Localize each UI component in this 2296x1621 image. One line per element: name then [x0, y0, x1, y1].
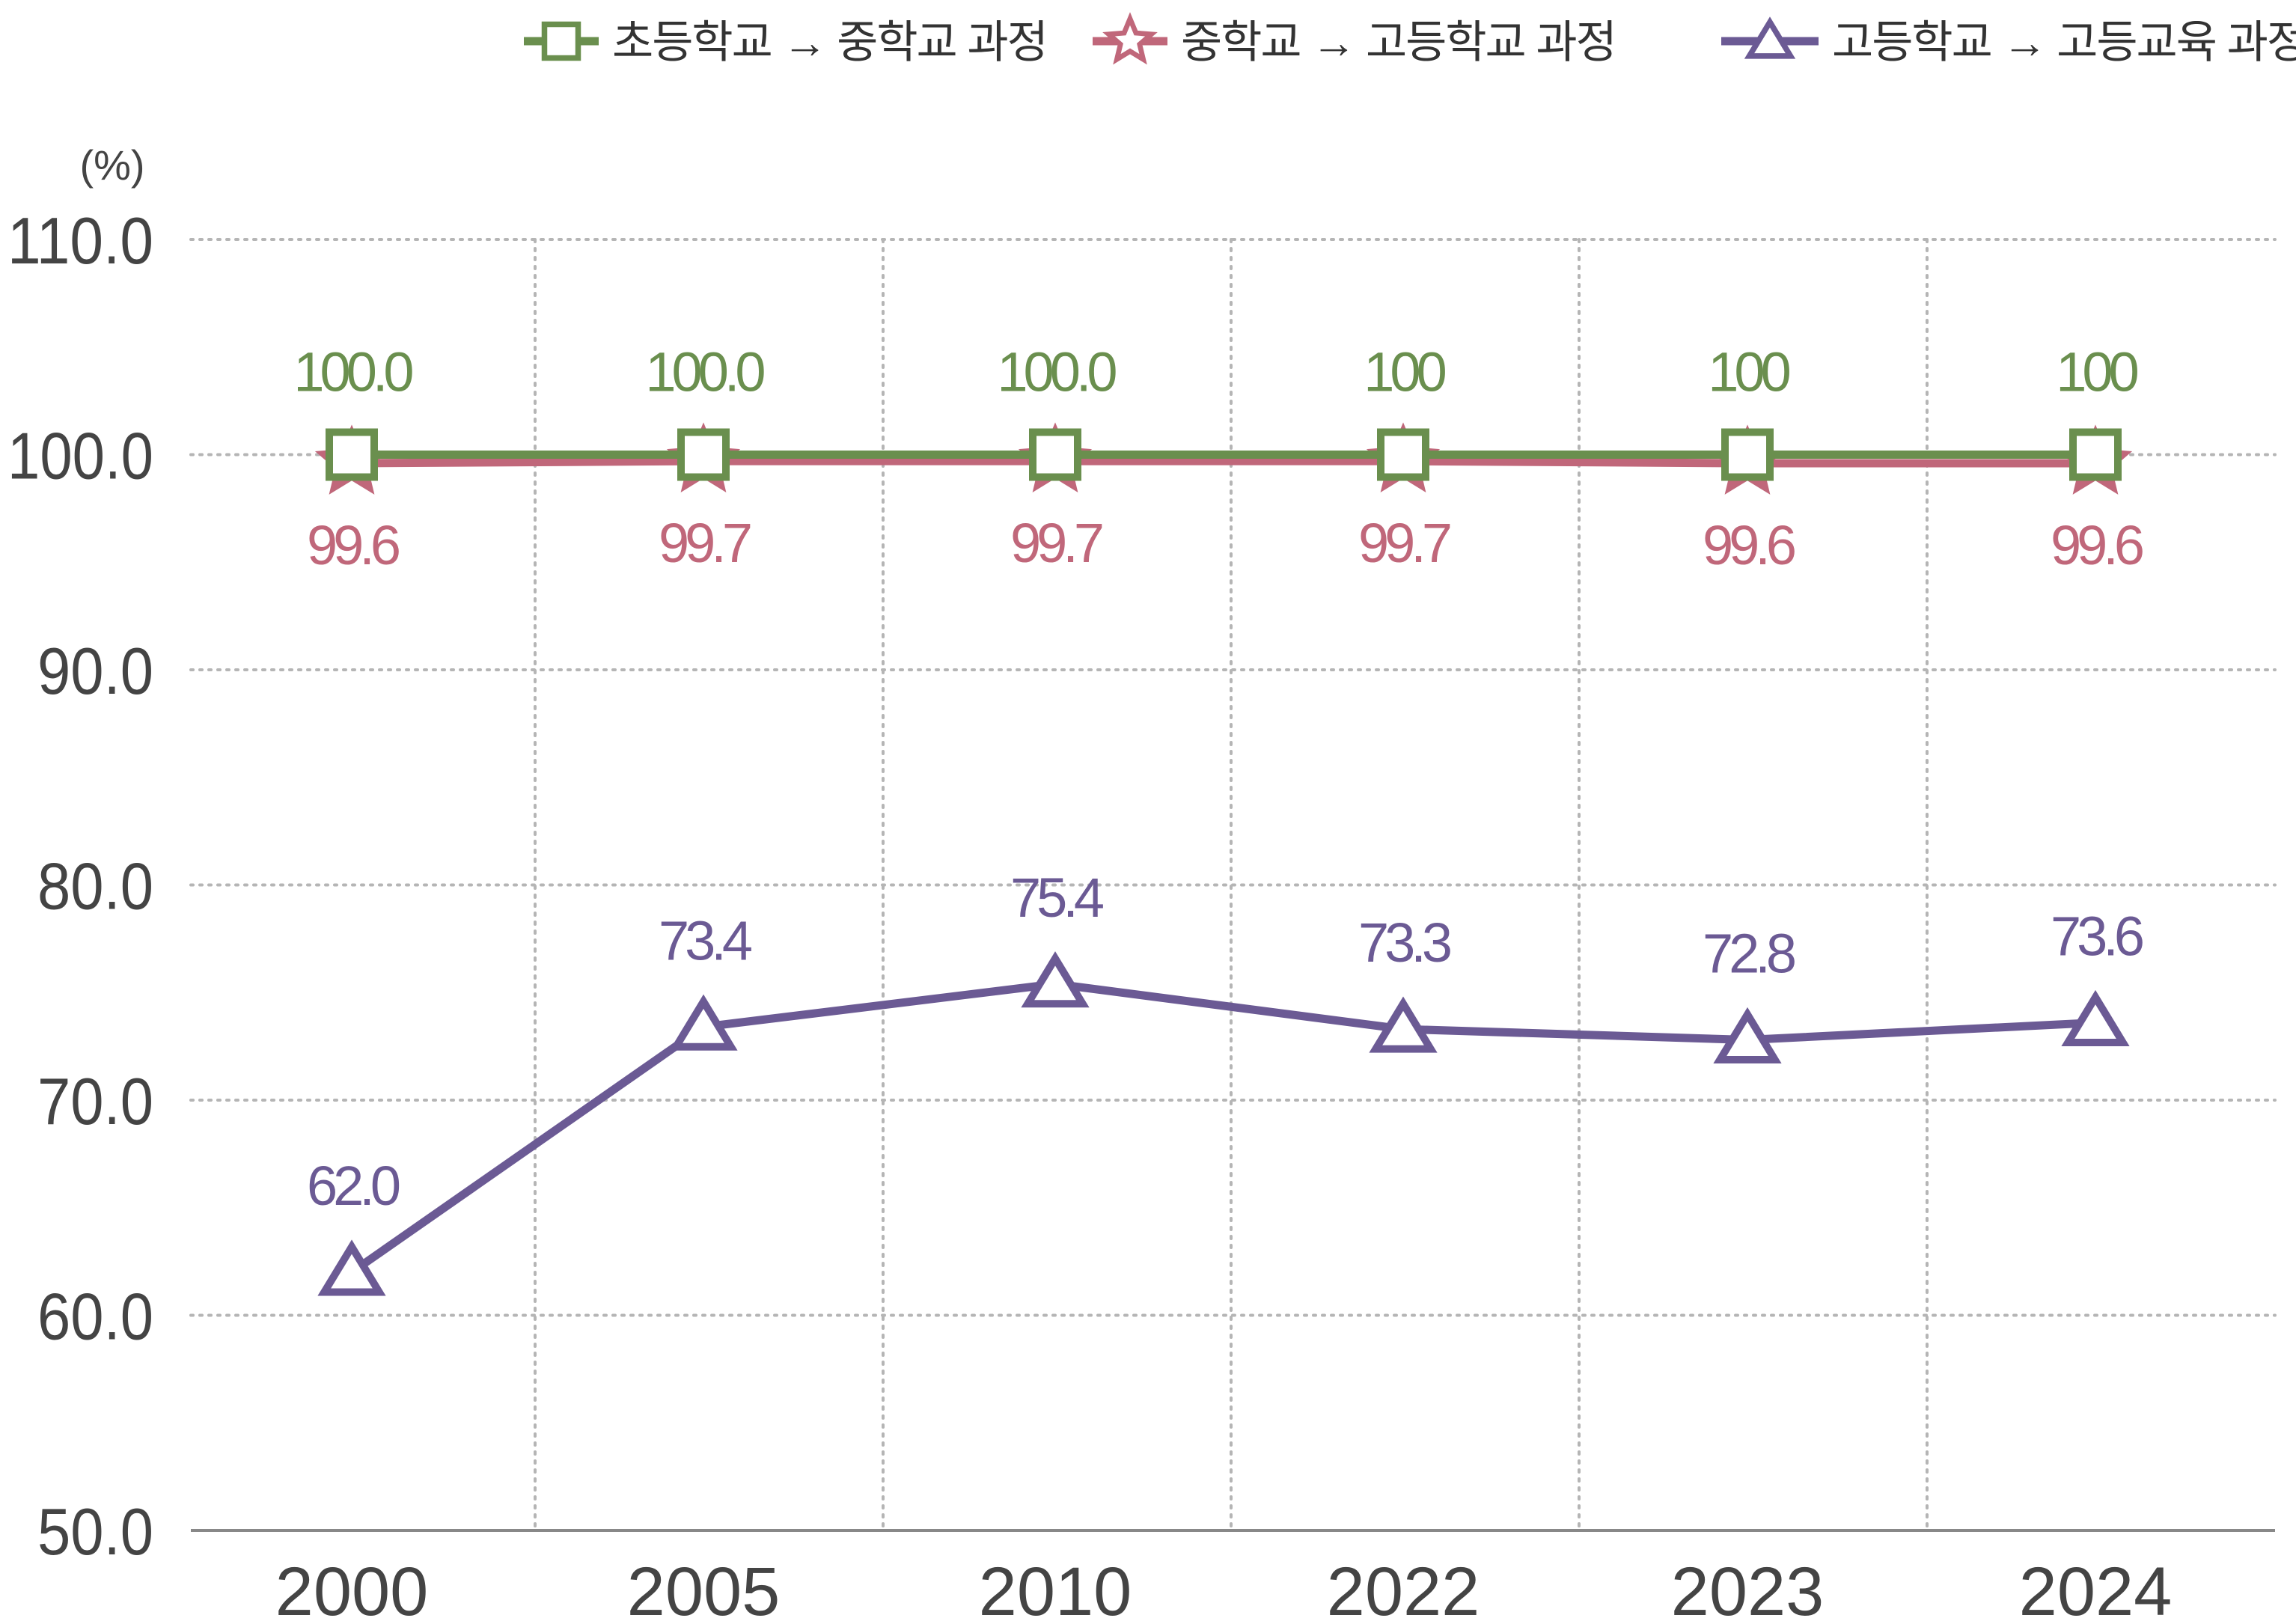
- square-marker: [541, 21, 581, 61]
- y-axis-tick-labels: 110.0 100.0 90.0 80.0 70.0 60.0 50.0: [7, 204, 153, 1569]
- y-axis-unit-label: (%): [79, 141, 144, 189]
- data-label: 100: [2056, 341, 2137, 403]
- data-label: 73.4: [659, 909, 751, 971]
- triangle-marker: [2061, 989, 2130, 1047]
- triangle-marker: [317, 1239, 386, 1296]
- data-label: 73.6: [2051, 906, 2143, 968]
- data-label: 99.7: [659, 512, 751, 574]
- square-marker: [2069, 428, 2122, 481]
- data-label: 99.6: [307, 514, 399, 576]
- triangle-marker: [1713, 1007, 1782, 1064]
- data-label: 99.7: [1358, 512, 1450, 574]
- data-label: 100.0: [293, 341, 412, 403]
- data-label: 72.8: [1703, 923, 1795, 985]
- data-label: 100.0: [997, 341, 1116, 403]
- legend-item: 중학교 → 고등학교 과정: [1093, 12, 1617, 67]
- x-tick-label: 2010: [979, 1554, 1132, 1621]
- data-label: 100.0: [645, 341, 764, 403]
- data-label: 62.0: [307, 1155, 400, 1217]
- square-marker: [1029, 428, 1081, 481]
- x-axis-tick-labels: 2000 2005 2010 2022 2023 2024: [275, 1554, 2173, 1621]
- series-square: 100.0 100.0 100.0 100 100 100: [293, 341, 2143, 481]
- legend-item: 초등학교 → 중학교 과정: [524, 17, 1048, 67]
- legend: 초등학교 → 중학교 과정 중학교 → 고등학교 과정 고등학교 → 고등교육 과정: [524, 12, 2296, 67]
- square-marker: [1721, 428, 1774, 481]
- square-marker: [677, 428, 730, 481]
- y-tick-label: 70.0: [37, 1064, 153, 1138]
- data-label: 100: [1708, 341, 1789, 403]
- x-tick-label: 2024: [2019, 1554, 2173, 1621]
- y-tick-label: 80.0: [37, 849, 153, 924]
- y-tick-label: 110.0: [7, 204, 153, 278]
- x-tick-label: 2023: [1671, 1554, 1825, 1621]
- series-line: [351, 457, 2095, 468]
- y-tick-label: 90.0: [37, 634, 153, 708]
- legend-label: 고등학교 → 고등교육 과정: [1832, 17, 2296, 67]
- data-label: 100: [1364, 341, 1445, 403]
- data-label: 75.4: [1010, 867, 1103, 929]
- series-triangle: 62.0 73.4 75.4 73.3 72.8 73.6: [307, 867, 2147, 1296]
- legend-label: 중학교 → 고등학교 과정: [1181, 17, 1616, 67]
- triangle-marker: [1744, 16, 1796, 59]
- x-tick-label: 2022: [1327, 1554, 1480, 1621]
- data-label: 99.7: [1010, 512, 1102, 574]
- y-tick-label: 50.0: [37, 1495, 153, 1569]
- triangle-marker: [669, 994, 738, 1051]
- y-tick-label: 60.0: [37, 1280, 153, 1354]
- data-label: 99.6: [2051, 514, 2143, 576]
- x-tick-label: 2000: [275, 1554, 429, 1621]
- grid-lines: [189, 238, 2277, 1532]
- triangle-marker: [1021, 951, 1090, 1008]
- legend-item: 고등학교 → 고등교육 과정: [1721, 16, 2296, 67]
- triangle-marker: [1369, 996, 1438, 1053]
- x-tick-label: 2005: [627, 1554, 781, 1621]
- star-marker: [1102, 12, 1158, 65]
- series-line: [349, 980, 2096, 1276]
- square-marker: [1377, 428, 1429, 481]
- square-marker: [326, 428, 378, 481]
- y-tick-label: 100.0: [7, 419, 153, 493]
- legend-label: 초등학교 → 중학교 과정: [612, 17, 1047, 67]
- data-label: 73.3: [1358, 912, 1450, 974]
- data-label: 99.6: [1703, 514, 1795, 576]
